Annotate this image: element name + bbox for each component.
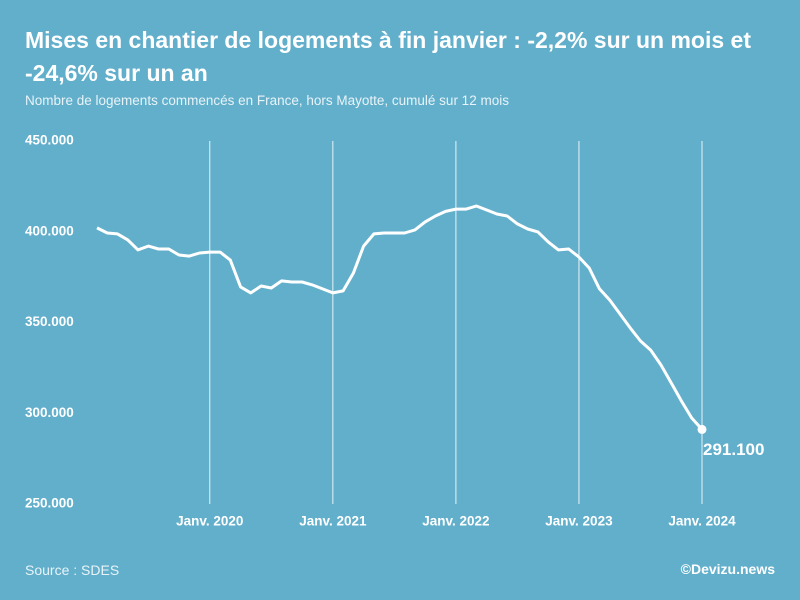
credit: ©Devizu.news: [680, 561, 775, 577]
y-tick-label: 350.000: [25, 314, 74, 329]
y-tick-label: 300.000: [25, 405, 74, 420]
chart-title: Mises en chantier de logements à fin jan…: [25, 27, 751, 86]
y-tick-label: 450.000: [25, 133, 74, 148]
value-label: 291.100: [703, 440, 764, 459]
data-line: [96, 204, 704, 431]
y-tick-label: 250.000: [25, 496, 74, 511]
x-tick-label: Janv. 2023: [545, 514, 613, 529]
y-tick-label: 400.000: [25, 223, 74, 238]
source: Source : SDES: [25, 562, 120, 578]
x-tick-label: Janv. 2024: [668, 514, 736, 529]
x-tick-label: Janv. 2020: [176, 514, 243, 529]
x-tick-label: Janv. 2021: [299, 514, 367, 529]
chart-subtitle: Nombre de logements commencés en France,…: [25, 93, 509, 108]
end-point: [697, 424, 707, 434]
x-tick-label: Janv. 2022: [422, 514, 489, 529]
